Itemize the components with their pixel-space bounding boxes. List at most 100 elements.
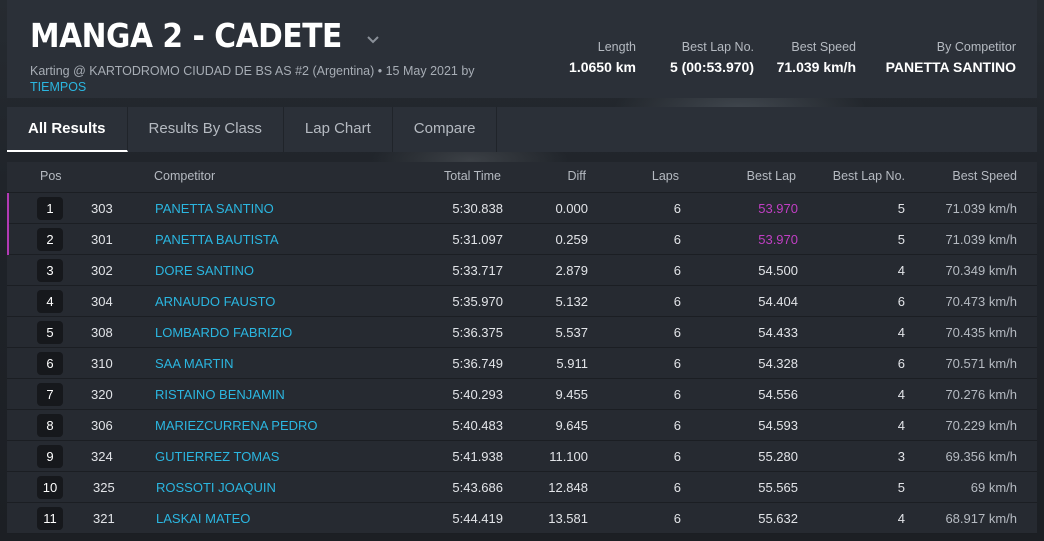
total-time: 5:43.686 bbox=[452, 480, 503, 495]
stat-best-speed-value: 71.039 km/h bbox=[776, 59, 856, 75]
position-badge: 7 bbox=[37, 383, 63, 406]
col-pos[interactable]: Pos bbox=[40, 169, 62, 183]
position-badge: 1 bbox=[37, 197, 63, 220]
organizer-link[interactable]: TIEMPOS bbox=[30, 80, 87, 94]
best-lap-time: 54.500 bbox=[758, 263, 798, 278]
table-row[interactable]: 6 310 SAA MARTIN 5:36.749 5.911 6 54.328 6 70.57… bbox=[7, 348, 1037, 379]
stat-length: Length 1.0650 km bbox=[566, 40, 636, 75]
table-row[interactable]: 4 304 ARNAUDO FAUSTO 5:35.970 5.132 6 54.404 6 7… bbox=[7, 286, 1037, 317]
best-speed: 70.473 km/h bbox=[945, 294, 1017, 309]
laps-count: 6 bbox=[673, 201, 681, 216]
competitor-name-link[interactable]: PANETTA SANTINO bbox=[155, 201, 274, 216]
laps-count: 6 bbox=[673, 232, 681, 247]
best-lap-number: 4 bbox=[897, 325, 905, 340]
col-best-lap[interactable]: Best Lap bbox=[746, 169, 796, 183]
competitor-name-link[interactable]: SAA MARTIN bbox=[155, 356, 234, 371]
diff-time: 5.911 bbox=[556, 356, 588, 371]
diff-time: 2.879 bbox=[555, 263, 588, 278]
results-table: Pos Competitor Total Time Diff Laps Best… bbox=[7, 162, 1037, 534]
stat-by-competitor-value: PANETTA SANTINO bbox=[885, 59, 1016, 75]
laps-count: 6 bbox=[673, 480, 681, 495]
stat-by-competitor: By Competitor PANETTA SANTINO bbox=[856, 40, 1016, 75]
best-lap-time: 54.433 bbox=[758, 325, 798, 340]
session-header: MANGA 2 - CADETE Karting @ KARTODROMO CI… bbox=[7, 0, 1037, 98]
kart-number: 304 bbox=[91, 294, 113, 309]
position-badge: 5 bbox=[37, 321, 63, 344]
tab-all-results[interactable]: All Results bbox=[7, 107, 128, 152]
best-lap-time: 55.565 bbox=[758, 480, 798, 495]
kart-number: 325 bbox=[93, 480, 115, 495]
col-best-speed[interactable]: Best Speed bbox=[952, 169, 1017, 183]
col-best-lap-no[interactable]: Best Lap No. bbox=[832, 169, 905, 183]
stat-by-competitor-label: By Competitor bbox=[936, 40, 1016, 54]
best-lap-time: 53.970 bbox=[758, 232, 798, 247]
session-subtitle: Karting @ KARTODROMO CIUDAD DE BS AS #2 … bbox=[30, 63, 500, 95]
best-lap-number: 5 bbox=[897, 232, 905, 247]
position-badge: 3 bbox=[37, 259, 63, 282]
total-time: 5:33.717 bbox=[452, 263, 503, 278]
stat-best-speed: Best Speed 71.039 km/h bbox=[754, 40, 856, 75]
best-lap-number: 4 bbox=[897, 263, 905, 278]
competitor-name-link[interactable]: GUTIERREZ TOMAS bbox=[155, 449, 280, 464]
tab-compare[interactable]: Compare bbox=[393, 107, 498, 152]
stat-length-value: 1.0650 km bbox=[569, 59, 636, 75]
total-time: 5:44.419 bbox=[452, 511, 503, 526]
kart-number: 306 bbox=[91, 418, 113, 433]
col-competitor[interactable]: Competitor bbox=[154, 169, 216, 183]
laps-count: 6 bbox=[673, 294, 681, 309]
competitor-name-link[interactable]: LASKAI MATEO bbox=[156, 511, 251, 526]
competitor-name-link[interactable]: MARIEZCURRENA PEDRO bbox=[155, 418, 318, 433]
kart-number: 321 bbox=[93, 511, 115, 526]
competitor-name-link[interactable]: LOMBARDO FABRIZIO bbox=[155, 325, 293, 340]
laps-count: 6 bbox=[673, 449, 681, 464]
table-row[interactable]: 1 303 PANETTA SANTINO 5:30.838 0.000 6 53.970 5… bbox=[7, 193, 1037, 224]
col-diff[interactable]: Diff bbox=[567, 169, 586, 183]
tabs-spacer bbox=[497, 107, 1037, 152]
kart-number: 320 bbox=[91, 387, 113, 402]
best-speed: 71.039 km/h bbox=[945, 232, 1017, 247]
tab-lap-chart[interactable]: Lap Chart bbox=[284, 107, 393, 152]
total-time: 5:40.293 bbox=[452, 387, 503, 402]
competitor-name-link[interactable]: ROSSOTI JOAQUIN bbox=[156, 480, 276, 495]
col-laps[interactable]: Laps bbox=[651, 169, 679, 183]
col-total-time[interactable]: Total Time bbox=[444, 169, 501, 183]
tab-results-by-class[interactable]: Results By Class bbox=[128, 107, 284, 152]
competitor-name-link[interactable]: PANETTA BAUTISTA bbox=[155, 232, 279, 247]
laps-count: 6 bbox=[673, 263, 681, 278]
table-row[interactable]: 5 308 LOMBARDO FABRIZIO 5:36.375 5.537 6 54.43… bbox=[7, 317, 1037, 348]
table-row[interactable]: 8 306 MARIEZCURRENA PEDRO 5:40.483 9.645 6 54.… bbox=[7, 410, 1037, 441]
table-row[interactable]: 9 324 GUTIERREZ TOMAS 5:41.938 11.100 6 55.280… bbox=[7, 441, 1037, 472]
best-lap-number: 6 bbox=[897, 356, 905, 371]
stat-best-lap-no-label: Best Lap No. bbox=[681, 40, 754, 54]
best-speed: 70.229 km/h bbox=[945, 418, 1017, 433]
results-tabs: All Results Results By Class Lap Chart C… bbox=[7, 107, 1037, 152]
best-lap-time: 55.632 bbox=[758, 511, 798, 526]
table-header: Pos Competitor Total Time Diff Laps Best… bbox=[7, 162, 1037, 193]
diff-time: 9.455 bbox=[555, 387, 588, 402]
position-badge: 8 bbox=[37, 414, 63, 437]
diff-time: 5.132 bbox=[555, 294, 588, 309]
competitor-name-link[interactable]: ARNAUDO FAUSTO bbox=[155, 294, 276, 309]
diff-time: 12.848 bbox=[548, 480, 588, 495]
competitor-name-link[interactable]: RISTAINO BENJAMIN bbox=[155, 387, 285, 402]
diff-time: 0.259 bbox=[555, 232, 588, 247]
session-stats: Length 1.0650 km Best Lap No. 5 (00:53.9… bbox=[566, 40, 1016, 75]
best-lap-number: 4 bbox=[897, 511, 905, 526]
best-lap-time: 54.593 bbox=[758, 418, 798, 433]
best-speed: 70.571 km/h bbox=[945, 356, 1017, 371]
total-time: 5:36.749 bbox=[452, 356, 503, 371]
chevron-down-icon[interactable] bbox=[365, 31, 381, 47]
laps-count: 6 bbox=[673, 511, 681, 526]
table-row[interactable]: 10 325 ROSSOTI JOAQUIN 5:43.686 12.848 6 55.56… bbox=[7, 472, 1037, 503]
best-lap-number: 4 bbox=[897, 387, 905, 402]
table-row[interactable]: 7 320 RISTAINO BENJAMIN 5:40.293 9.455 6 54.55… bbox=[7, 379, 1037, 410]
best-speed: 68.917 km/h bbox=[945, 511, 1017, 526]
stat-best-lap-no: Best Lap No. 5 (00:53.970) bbox=[636, 40, 754, 75]
best-lap-time: 54.328 bbox=[758, 356, 798, 371]
competitor-name-link[interactable]: DORE SANTINO bbox=[155, 263, 254, 278]
table-row[interactable]: 11 321 LASKAI MATEO 5:44.419 13.581 6 55.632 4 6… bbox=[7, 503, 1037, 534]
total-time: 5:31.097 bbox=[452, 232, 503, 247]
best-lap-time: 54.556 bbox=[758, 387, 798, 402]
table-row[interactable]: 3 302 DORE SANTINO 5:33.717 2.879 6 54.500 4 70.… bbox=[7, 255, 1037, 286]
table-row[interactable]: 2 301 PANETTA BAUTISTA 5:31.097 0.259 6 53.970… bbox=[7, 224, 1037, 255]
